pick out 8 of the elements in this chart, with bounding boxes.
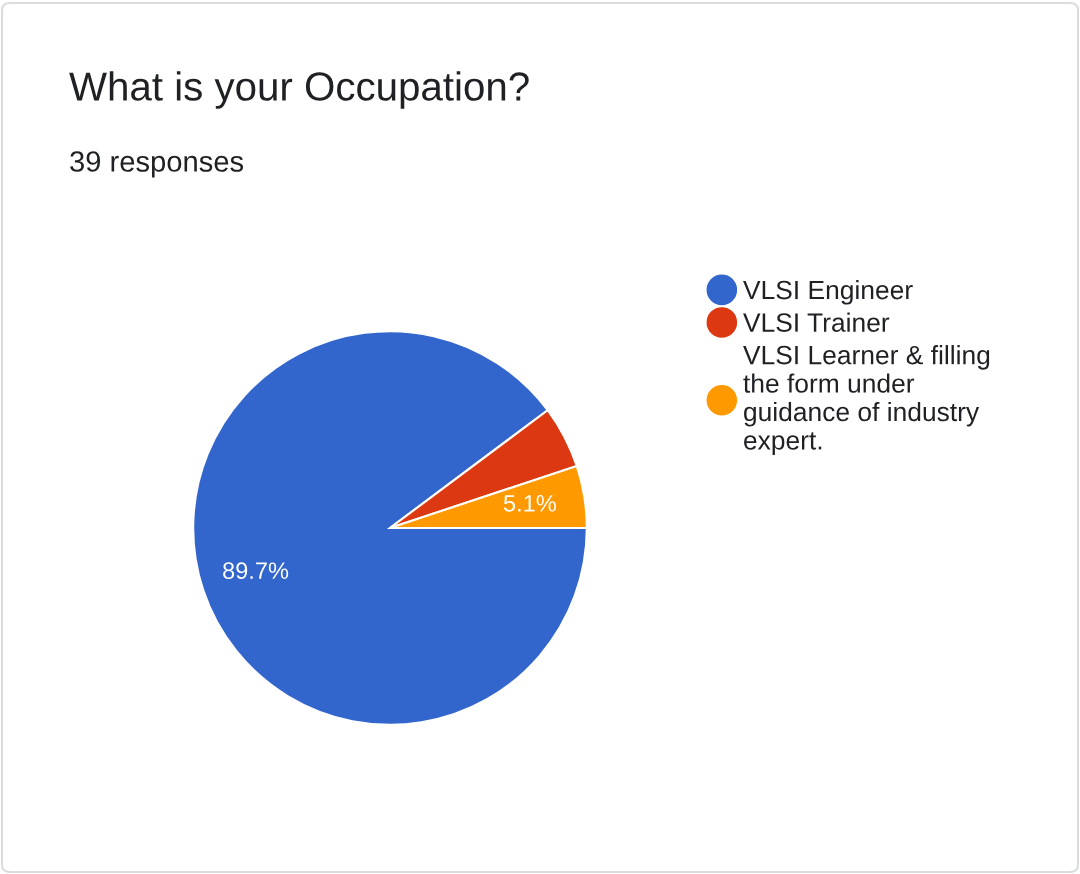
legend-label: VLSI Learner & filling the form under guidance of industry expert. (743, 345, 990, 455)
legend-label: VLSI Trainer (743, 312, 890, 332)
chart-subtitle: 39 responses (70, 151, 244, 178)
data-label: 5.1% (503, 495, 556, 512)
pie-slice (192, 330, 588, 726)
legend-label: VLSI Engineer (743, 280, 913, 305)
chart-title: What is your Occupation? (69, 71, 529, 109)
data-label: 89.7% (223, 562, 289, 580)
